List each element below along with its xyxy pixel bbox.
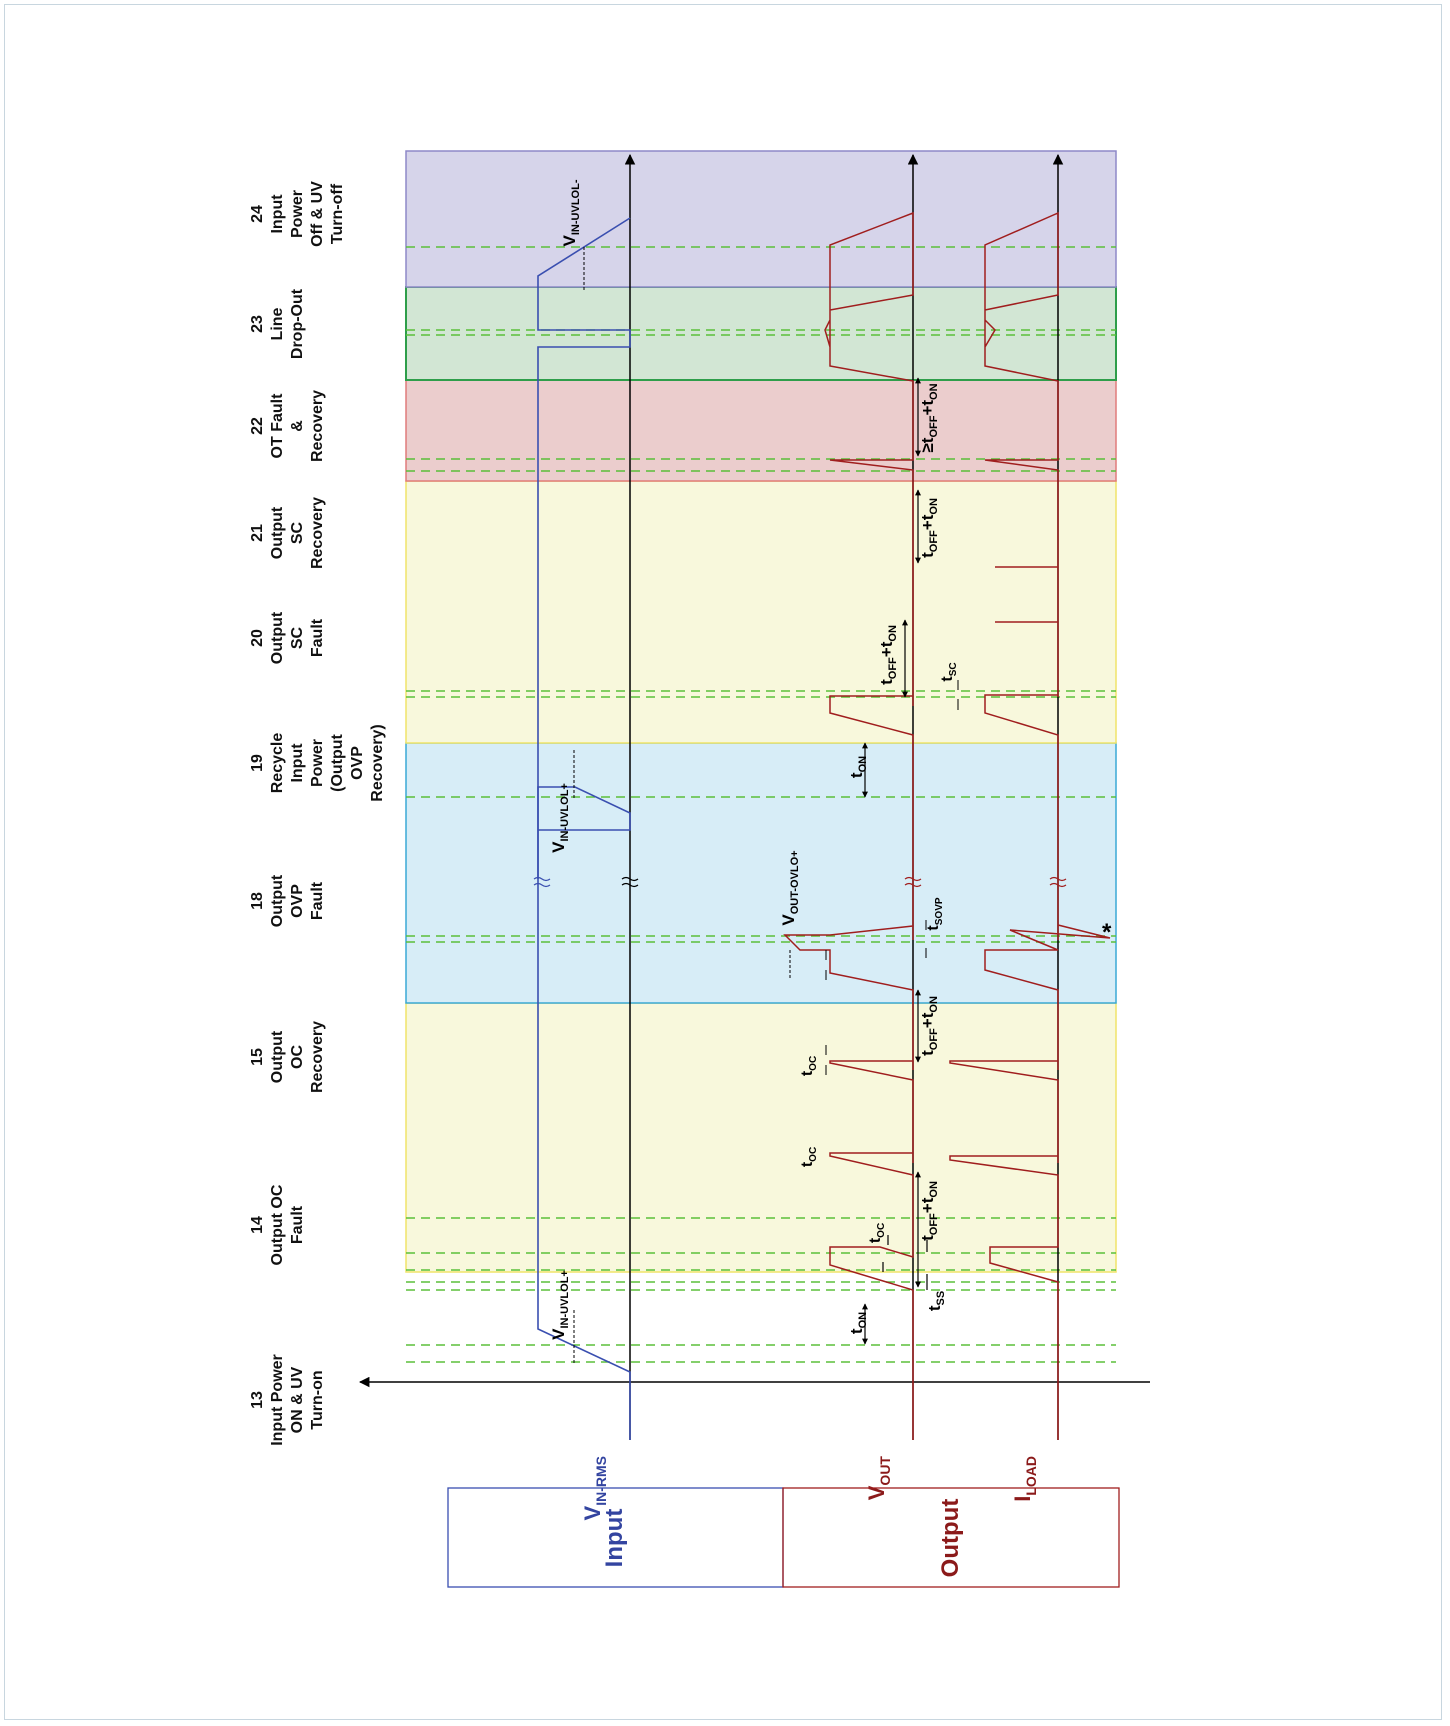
- phase-label-22: 22 OT Fault & Recovery: [249, 390, 326, 462]
- phase-line: 18: [249, 892, 266, 910]
- phase-label-24: 24 Input Power Off & UV Turn-off: [249, 181, 346, 247]
- phase-label-13: 13 Input Power ON & UV Turn-on: [249, 1354, 326, 1446]
- toff-ton-label-4: tOFF+tON: [918, 498, 940, 558]
- phase-line: 24: [249, 205, 266, 223]
- vin-label: VIN-RMS: [580, 1456, 609, 1520]
- phase-line: Fault: [309, 881, 326, 920]
- toff-ton-label-2: tOFF+tON: [918, 996, 940, 1056]
- band-ot: [405, 379, 1117, 482]
- phase-line: Off & UV: [309, 181, 326, 247]
- phase-line: Power: [289, 190, 306, 238]
- group-boxes: Input Output: [447, 1487, 1120, 1588]
- threshold-ticks: [573, 247, 791, 1363]
- phase-line: Output: [269, 874, 286, 927]
- phase-line: OT Fault: [269, 393, 286, 459]
- phase-line: 14: [249, 1216, 266, 1234]
- phase-line: 21: [249, 524, 266, 542]
- phase-line: Recovery): [369, 724, 386, 801]
- phase-line: 15: [249, 1048, 266, 1066]
- toff-ton-label-1: tOFF+tON: [918, 1181, 940, 1241]
- phase-line: Output: [269, 506, 286, 559]
- phase-label-18: 18 Output OVP Fault: [249, 874, 326, 927]
- iload-label: ILOAD: [1010, 1456, 1039, 1502]
- phase-line: ON & UV: [289, 1366, 306, 1433]
- phase-line: Drop-Out: [289, 288, 306, 359]
- t-oc-label-1: tOC: [867, 1223, 887, 1243]
- phase-line: Output: [269, 1030, 286, 1083]
- t-oc-label-2: tOC: [799, 1147, 819, 1167]
- phase-line: 19: [249, 754, 266, 772]
- iload-waveform: [949, 211, 1111, 1440]
- t-ss-label: tSS: [925, 1291, 947, 1311]
- band-ovp: [405, 742, 1117, 1004]
- phase-line: Input: [269, 194, 286, 234]
- phase-label-14: 14 Output OC Fault: [249, 1184, 306, 1265]
- phase-line: Power: [309, 739, 326, 787]
- phase-label-19: 19 Recycle Input Power (Output OVP Recovery): [249, 724, 386, 801]
- phase-line: Recovery: [309, 1021, 326, 1093]
- phase-line: 13: [249, 1391, 266, 1409]
- phase-line: Output: [269, 611, 286, 664]
- phase-label-23: 23 Line Drop-Out: [249, 288, 306, 359]
- phase-line: Turn-on: [309, 1370, 326, 1429]
- toff-ton-label-3: tOFF+tON: [877, 625, 899, 685]
- vin-uvlol-plus-label: VIN-UVLOL+: [549, 1270, 571, 1340]
- phase-label-15: 15 Output OC Recovery: [249, 1021, 326, 1093]
- phase-line: OC: [289, 1045, 306, 1069]
- t-on-label-2: tON: [847, 756, 869, 778]
- phase-line: Recovery: [309, 497, 326, 569]
- phase-line: Fault: [309, 618, 326, 657]
- page-frame: [4, 4, 1442, 1720]
- vout-label: VOUT: [864, 1456, 893, 1501]
- band-sc: [405, 480, 1117, 744]
- phase-line: Input: [289, 743, 306, 783]
- band-oc: [405, 1002, 1117, 1273]
- phase-line: Input Power: [269, 1354, 286, 1446]
- ge-toff-ton-label: ≥tOFF+tON: [918, 383, 940, 452]
- signal-labels: VIN-RMS VOUT ILOAD: [580, 1456, 1039, 1521]
- input-box-label: Input: [601, 1509, 628, 1568]
- output-box: [782, 1487, 1120, 1588]
- vin-uvlol-minus-label: VIN-UVLOL-: [560, 179, 582, 246]
- phase-line: 20: [249, 629, 266, 647]
- band-off: [405, 150, 1117, 288]
- output-box-label: Output: [937, 1499, 964, 1578]
- annotations: VIN-UVLOL+ VIN-UVLOL+ VIN-UVLOL- VOUT-OVLO+…: [549, 179, 1112, 1340]
- vin-uvlol-plus-label-2: VIN-UVLOL+: [549, 783, 571, 853]
- phase-line: Turn-off: [329, 183, 346, 244]
- timing-arrows: [825, 377, 959, 1345]
- band-dropout: [405, 286, 1117, 381]
- vin-waveform-b: [537, 217, 631, 879]
- phase-line: 22: [249, 417, 266, 435]
- vout-ovlo-plus-label: VOUT-OVLO+: [779, 850, 801, 925]
- phase-line: &: [289, 420, 306, 432]
- t-on-label: tON: [847, 1312, 869, 1334]
- phase-guides: [406, 246, 1116, 1363]
- phase-line: 23: [249, 315, 266, 333]
- phase-label-21: 21 Output SC Recovery: [249, 497, 326, 569]
- phase-line: Fault: [289, 1205, 306, 1244]
- phase-line: SC: [289, 521, 306, 544]
- phase-line: Recovery: [309, 390, 326, 462]
- asterisk-mark: *: [1102, 919, 1112, 946]
- vout-waveform: [783, 211, 914, 1440]
- phase-line: OVP: [349, 746, 366, 780]
- t-oc-label-3: tOC: [799, 1056, 819, 1076]
- phase-line: Output OC: [269, 1184, 286, 1265]
- t-sc-label: tSC: [939, 662, 959, 681]
- phase-line: OVP: [289, 884, 306, 918]
- t-sovp-label: tSOVP: [925, 897, 945, 930]
- phase-label-20: 20 Output SC Fault: [249, 611, 326, 664]
- phase-line: (Output: [329, 733, 346, 791]
- phase-bands: [405, 150, 1117, 1273]
- phase-line: SC: [289, 626, 306, 649]
- phase-line: Recycle: [269, 733, 286, 794]
- phase-line: Line: [269, 307, 286, 340]
